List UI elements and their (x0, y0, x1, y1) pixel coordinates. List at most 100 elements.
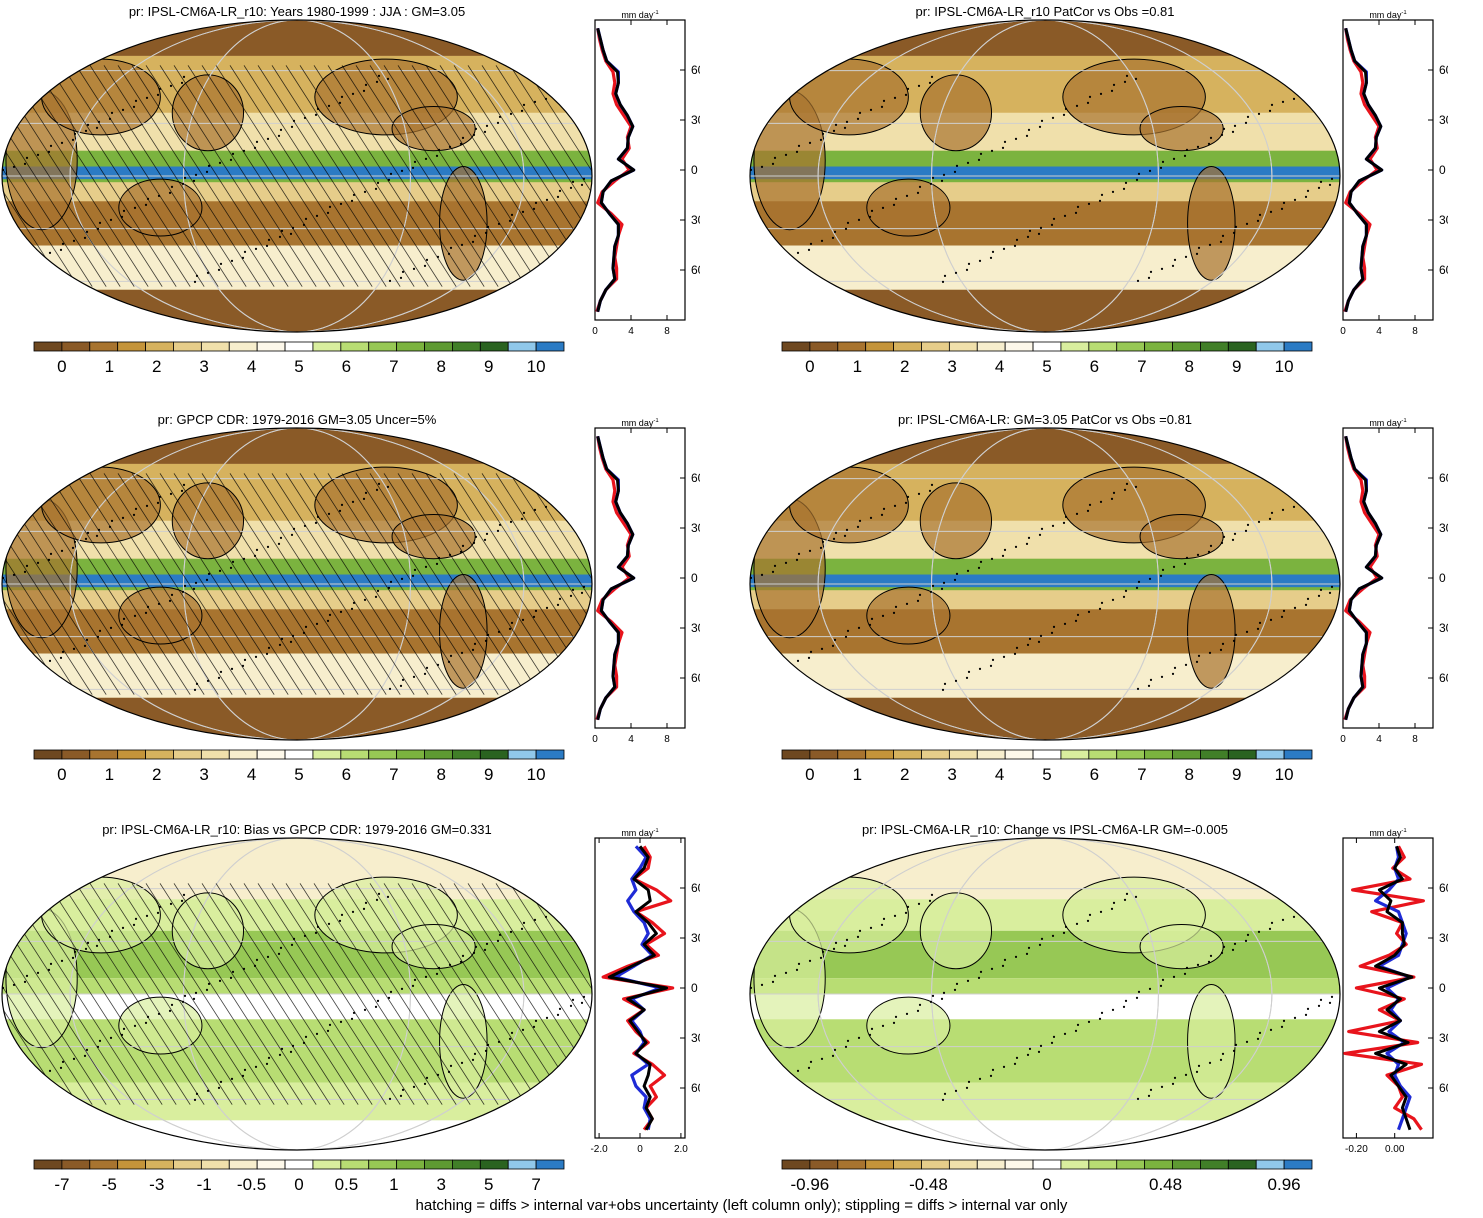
stipple-dot (121, 516, 125, 519)
zonal-mean-plot: mm day-1 60N 30N 0 30S 60S 0 4 8 (1340, 10, 1448, 337)
stipple-dot (1318, 79, 1322, 82)
stipple-dot (1196, 963, 1200, 966)
hatching-line (19, 65, 163, 287)
stipple-dot (1282, 201, 1286, 204)
stipple-dot (1051, 116, 1055, 119)
stipple-dot (1219, 648, 1223, 651)
hatching-line (355, 883, 499, 1105)
colorbar-swatch (1032, 749, 1062, 760)
stipple-dot (843, 126, 847, 129)
stipple-dot (195, 274, 199, 277)
stipple-dot (1293, 1016, 1297, 1019)
stipple-dot (1136, 1097, 1140, 1100)
stipple-dot (892, 1021, 896, 1024)
stipple-dot (1050, 223, 1054, 226)
stipple-dot (460, 651, 464, 654)
stipple-dot (156, 911, 160, 914)
stipple-dot (1135, 586, 1139, 589)
stipple-dot (1149, 678, 1153, 681)
stipple-dot (1026, 643, 1030, 646)
stipple-dot (449, 654, 453, 657)
stipple-dot (1196, 145, 1200, 148)
hatching-line (257, 65, 401, 287)
graticule-meridian (931, 20, 1159, 332)
stipple-dot (1173, 258, 1177, 261)
hatching-line (299, 65, 443, 287)
colorbar-tick-label: 5 (1042, 357, 1051, 376)
precip-map (748, 427, 1341, 741)
stipple-dot (474, 127, 478, 130)
stipple-dot (557, 496, 561, 499)
colorbar-swatch (976, 749, 1006, 760)
stipple-dot (73, 540, 77, 543)
colorbar-swatch (865, 341, 894, 352)
stipple-dot (1328, 183, 1332, 186)
stipple-dot (509, 112, 513, 115)
stipple-dot (242, 557, 246, 560)
stipple-dot (869, 108, 873, 111)
stipple-dot (412, 267, 416, 270)
hatching-line (229, 883, 373, 1105)
stipple-dot (168, 599, 172, 602)
stipple-dot (809, 650, 813, 653)
stipple-dot (388, 687, 392, 690)
colorbar-swatch (200, 341, 230, 352)
stipple-dot (893, 96, 897, 99)
stipple-dot (436, 1073, 440, 1076)
stipple-dot (1038, 943, 1042, 946)
stipple-dot (1232, 1049, 1236, 1052)
stipple-dot (748, 482, 749, 484)
stipple-dot (1195, 1070, 1199, 1073)
stipple-dot (206, 679, 210, 682)
stipple-dot (1258, 213, 1262, 216)
colorbar-tick-label: -1 (197, 1175, 212, 1194)
colorbar-swatch (284, 1159, 314, 1170)
stipple-dot (1075, 512, 1079, 515)
stipple-dot (145, 504, 149, 507)
x-tick-label: 0.00 (1385, 1144, 1405, 1155)
colorbar-swatch (312, 341, 342, 352)
stipple-dot (1268, 109, 1272, 112)
stipple-dot (254, 655, 258, 658)
stipple-dot (1088, 95, 1092, 98)
stipple-dot (497, 222, 501, 225)
stipple-dot (1110, 497, 1114, 500)
colorbar-swatch (312, 749, 342, 760)
stipple-dot (930, 75, 934, 78)
stipple-dot (48, 251, 52, 254)
hatching-line (187, 883, 331, 1105)
stipple-dot (292, 937, 296, 940)
stipple-dot (314, 521, 318, 524)
stipple-dot (364, 901, 368, 904)
colorbar-tick-label: 2 (152, 765, 161, 784)
colorbar-swatch (1227, 1159, 1257, 1170)
colorbar-swatch (976, 1159, 1006, 1170)
stipple-dot (423, 672, 427, 675)
stipple-dot (364, 83, 368, 86)
map-band (2, 978, 592, 994)
graticule-meridian (183, 428, 411, 740)
stipple-dot (1270, 103, 1274, 106)
stipple-dot (1197, 654, 1201, 657)
stipple-dot (893, 504, 897, 507)
stipple-dot (917, 492, 921, 495)
colorbar-swatch (145, 1159, 174, 1170)
colorbar-swatch (256, 341, 286, 352)
stipple-dot (314, 113, 318, 116)
zonal-unit-label: mm day-1 (621, 418, 659, 428)
stipple-dot (1135, 996, 1139, 999)
colorbar-tick-label: 10 (527, 765, 546, 784)
stipple-dot (484, 639, 488, 642)
stipple-dot (254, 1065, 258, 1068)
continent-outline (919, 74, 993, 152)
stipple-dot (352, 1011, 356, 1014)
panel-title: pr: GPCP CDR: 1979-2016 GM=3.05 Uncer=5% (157, 412, 437, 427)
hatching-line (355, 473, 499, 695)
stipple-dot (1026, 235, 1030, 238)
stipple-dot (0, 482, 1, 484)
stipple-dot (352, 601, 356, 604)
map-band (750, 20, 1340, 56)
stipple-dot (941, 1098, 945, 1101)
stipple-dot (351, 500, 355, 503)
stipple-dot (292, 527, 296, 530)
